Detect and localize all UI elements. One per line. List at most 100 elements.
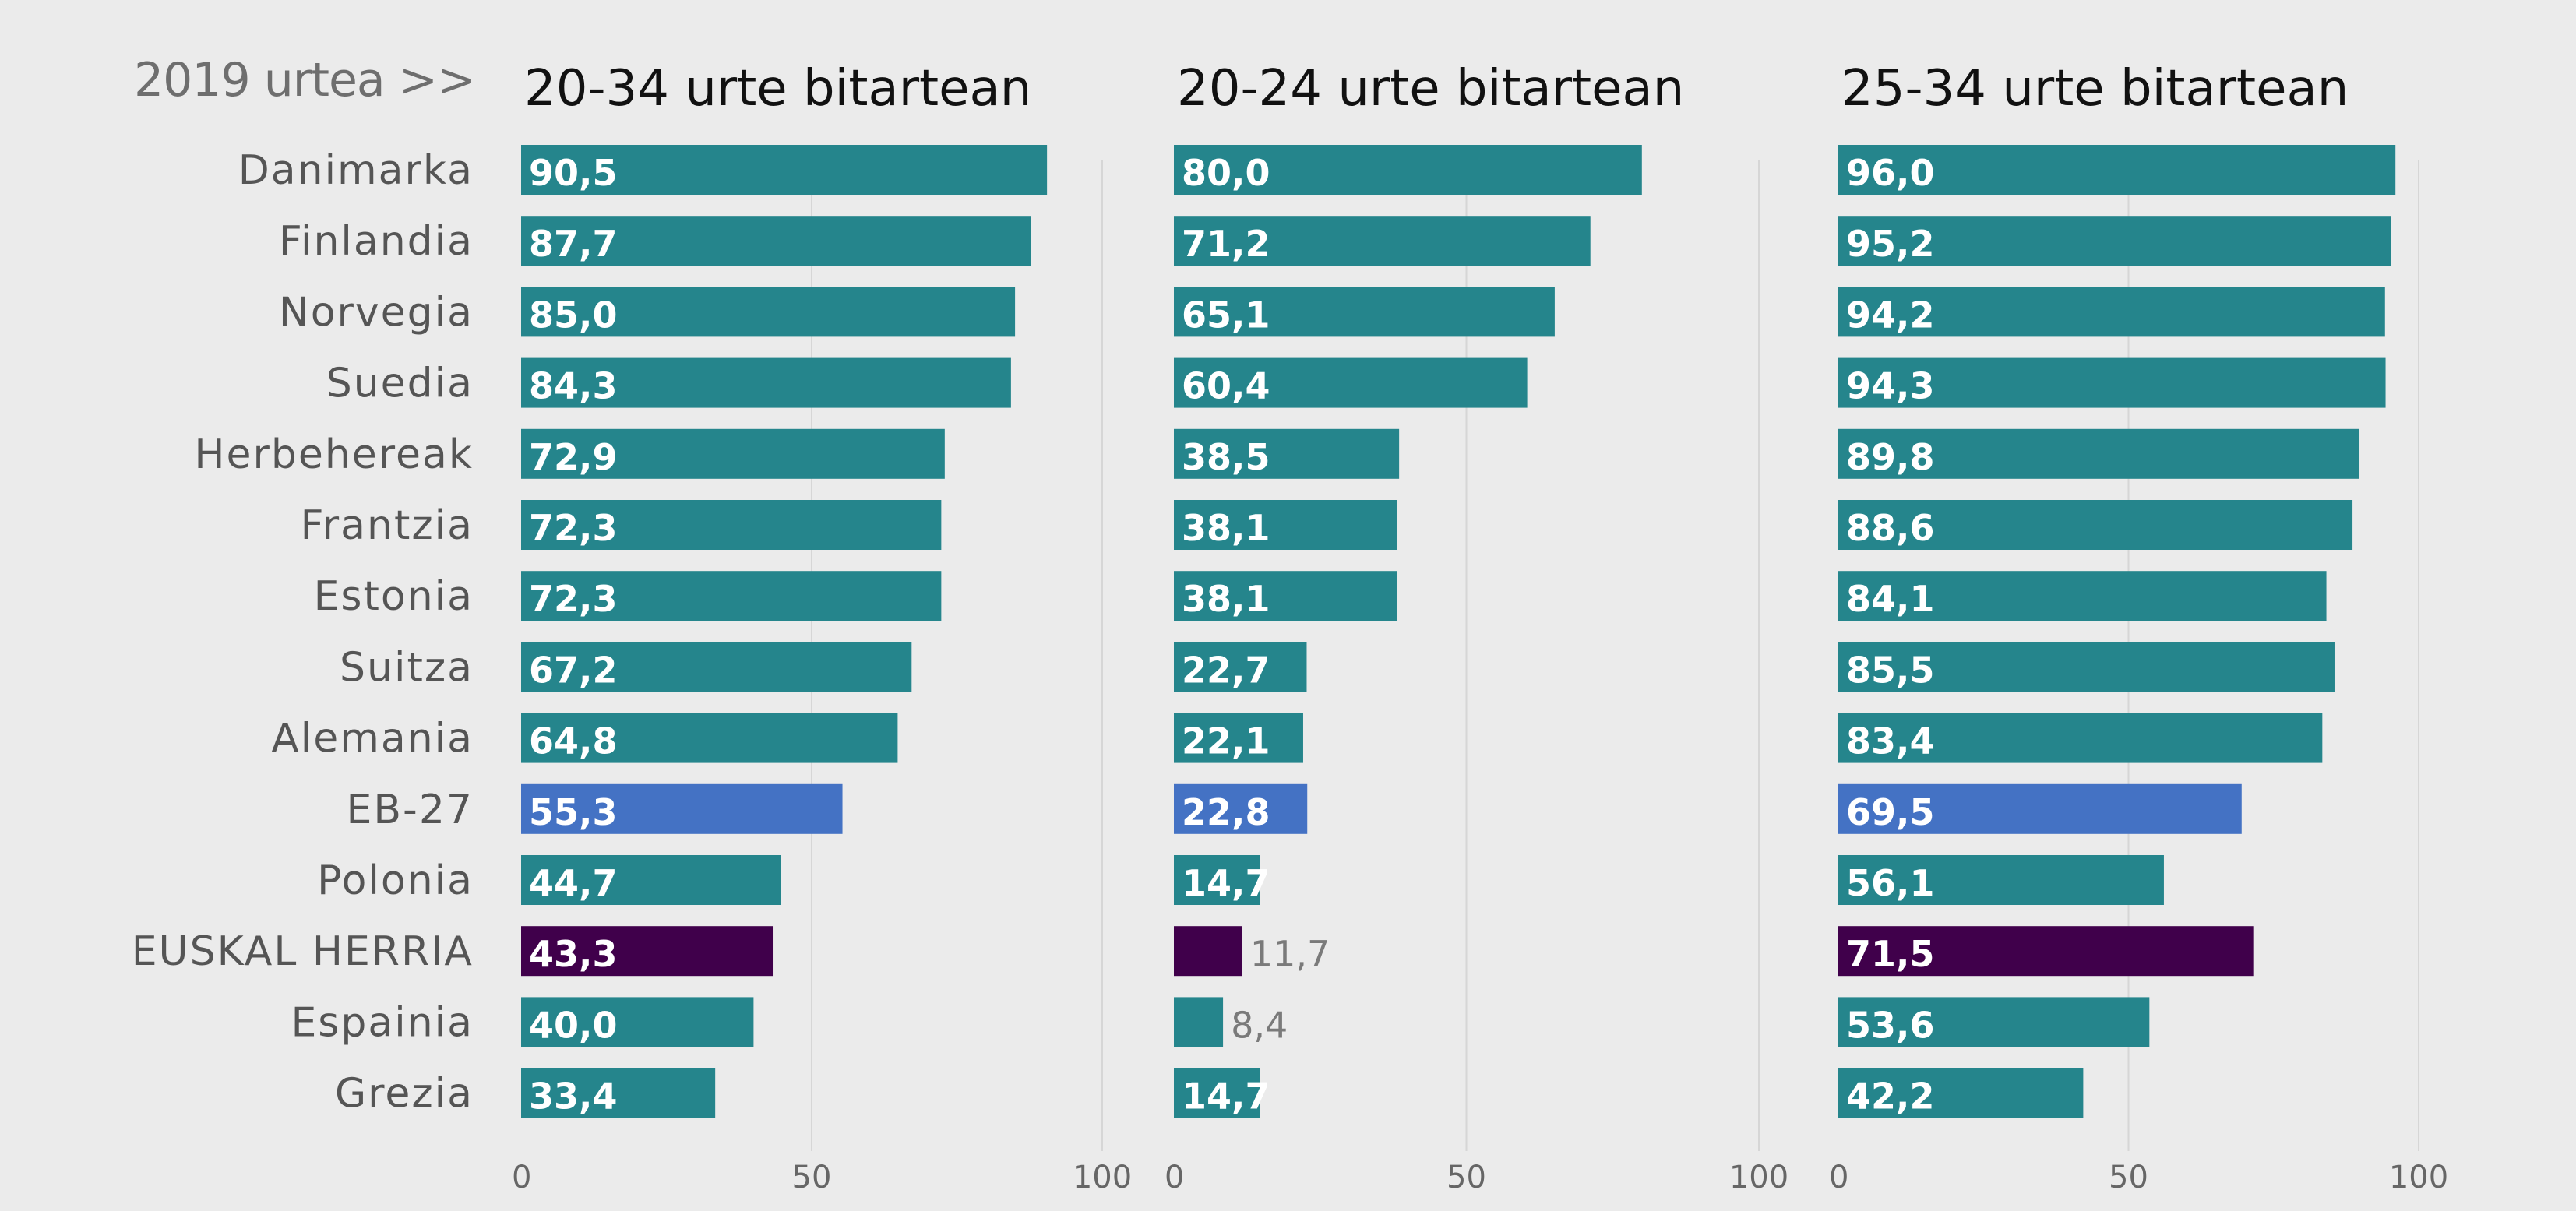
bar-label-1-0: 80,0 bbox=[1182, 152, 1270, 194]
bar-label-1-6: 38,1 bbox=[1182, 578, 1270, 620]
country-label: Frantzia bbox=[301, 502, 474, 549]
bar-label-1-12: 8,4 bbox=[1231, 1004, 1288, 1046]
tick-label-1-2: 100 bbox=[1729, 1160, 1788, 1195]
bar-label-2-11: 71,5 bbox=[1846, 933, 1935, 975]
bar-0-6 bbox=[521, 571, 942, 621]
bar-2-4 bbox=[1838, 428, 2360, 479]
bar-0-10 bbox=[521, 855, 781, 905]
bar-label-1-1: 71,2 bbox=[1182, 223, 1270, 265]
bar-label-1-5: 38,1 bbox=[1182, 507, 1270, 549]
bar-2-1 bbox=[1838, 216, 2391, 266]
bar-0-3 bbox=[521, 357, 1011, 408]
bar-0-12 bbox=[521, 997, 754, 1047]
bar-label-1-2: 65,1 bbox=[1182, 294, 1270, 336]
bar-0-1 bbox=[521, 216, 1031, 266]
country-label: Grezia bbox=[335, 1071, 474, 1118]
bar-label-0-9: 55,3 bbox=[529, 791, 618, 833]
bar-2-10 bbox=[1838, 855, 2164, 905]
chart-title-2: 25-34 urte bitartean bbox=[1841, 60, 2349, 118]
bar-label-2-10: 56,1 bbox=[1846, 862, 1935, 904]
tick-label-0-0: 0 bbox=[512, 1160, 531, 1195]
bar-1-8 bbox=[1174, 713, 1303, 763]
bar-1-13 bbox=[1174, 1068, 1260, 1118]
country-label: Estonia bbox=[314, 573, 474, 620]
tick-label-2-1: 50 bbox=[2109, 1160, 2148, 1195]
bar-label-0-2: 85,0 bbox=[529, 294, 618, 336]
bar-label-0-11: 43,3 bbox=[529, 933, 618, 975]
bar-label-1-13: 14,7 bbox=[1182, 1075, 1270, 1118]
bar-0-8 bbox=[521, 713, 898, 763]
bar-0-9 bbox=[521, 783, 843, 834]
bar-1-3 bbox=[1174, 357, 1528, 408]
bar-label-2-13: 42,2 bbox=[1846, 1075, 1935, 1118]
bar-label-1-11: 11,7 bbox=[1250, 933, 1330, 975]
bar-label-2-7: 85,5 bbox=[1846, 649, 1935, 691]
tick-label-0-2: 100 bbox=[1073, 1160, 1132, 1195]
bar-1-12 bbox=[1174, 997, 1224, 1047]
bar-1-5 bbox=[1174, 500, 1397, 550]
bar-2-6 bbox=[1838, 571, 2327, 621]
bar-2-2 bbox=[1838, 287, 2385, 337]
bar-label-2-6: 84,1 bbox=[1846, 578, 1935, 620]
bar-label-2-0: 96,0 bbox=[1846, 152, 1935, 194]
bar-1-4 bbox=[1174, 428, 1400, 479]
bar-2-3 bbox=[1838, 357, 2386, 408]
bar-1-2 bbox=[1174, 287, 1555, 337]
tick-label-1-1: 50 bbox=[1447, 1160, 1486, 1195]
bar-label-2-3: 94,3 bbox=[1846, 365, 1935, 407]
bar-2-8 bbox=[1838, 713, 2323, 763]
bar-label-1-10: 14,7 bbox=[1182, 862, 1270, 904]
country-label: Herbehereak bbox=[194, 431, 474, 478]
bar-2-13 bbox=[1838, 1068, 2084, 1118]
bar-label-0-1: 87,7 bbox=[529, 223, 618, 265]
country-label: Finlandia bbox=[279, 218, 474, 265]
bar-label-0-13: 33,4 bbox=[529, 1075, 618, 1118]
bar-label-2-12: 53,6 bbox=[1846, 1004, 1935, 1046]
bar-label-0-10: 44,7 bbox=[529, 862, 618, 904]
bar-1-11 bbox=[1174, 926, 1242, 977]
bar-0-7 bbox=[521, 642, 912, 692]
bar-label-1-7: 22,7 bbox=[1182, 649, 1270, 691]
bar-label-1-4: 38,5 bbox=[1182, 436, 1270, 478]
bar-0-11 bbox=[521, 926, 774, 977]
bar-label-2-2: 94,2 bbox=[1846, 294, 1935, 336]
bar-0-0 bbox=[521, 145, 1048, 195]
country-label: Espainia bbox=[291, 999, 474, 1046]
bar-0-5 bbox=[521, 500, 942, 550]
bar-2-12 bbox=[1838, 997, 2150, 1047]
country-label: Norvegia bbox=[279, 289, 474, 336]
country-label: EUSKAL HERRIA bbox=[132, 928, 474, 975]
chart-title-0: 20-34 urte bitartean bbox=[524, 60, 1031, 118]
country-label: Alemania bbox=[271, 716, 474, 762]
bar-label-2-4: 89,8 bbox=[1846, 436, 1935, 478]
bar-label-0-6: 72,3 bbox=[529, 578, 618, 620]
bar-label-2-5: 88,6 bbox=[1846, 507, 1935, 549]
tick-label-2-0: 0 bbox=[1829, 1160, 1848, 1195]
bar-label-2-1: 95,2 bbox=[1846, 223, 1935, 265]
bar-1-0 bbox=[1174, 145, 1642, 195]
tick-label-1-0: 0 bbox=[1165, 1160, 1184, 1195]
year-label: 2019 urtea >> bbox=[134, 53, 476, 107]
bar-2-5 bbox=[1838, 500, 2353, 550]
bar-0-4 bbox=[521, 428, 945, 479]
bar-label-2-9: 69,5 bbox=[1846, 791, 1935, 833]
bar-1-6 bbox=[1174, 571, 1397, 621]
bar-2-7 bbox=[1838, 642, 2335, 692]
chart-title-1: 20-24 urte bitartean bbox=[1177, 60, 1684, 118]
bar-label-1-3: 60,4 bbox=[1182, 365, 1270, 407]
country-label: Danimarka bbox=[238, 147, 474, 194]
bar-label-0-5: 72,3 bbox=[529, 507, 618, 549]
bar-label-0-7: 67,2 bbox=[529, 649, 618, 691]
bar-label-0-12: 40,0 bbox=[529, 1004, 618, 1046]
bar-label-0-0: 90,5 bbox=[529, 152, 618, 194]
bar-label-1-9: 22,8 bbox=[1182, 791, 1270, 833]
bar-1-1 bbox=[1174, 216, 1591, 266]
bar-2-11 bbox=[1838, 926, 2254, 977]
country-label: EB-27 bbox=[347, 787, 474, 833]
tick-label-2-2: 100 bbox=[2389, 1160, 2448, 1195]
bar-2-0 bbox=[1838, 145, 2396, 195]
bar-1-9 bbox=[1174, 783, 1308, 834]
bar-0-13 bbox=[521, 1068, 716, 1118]
